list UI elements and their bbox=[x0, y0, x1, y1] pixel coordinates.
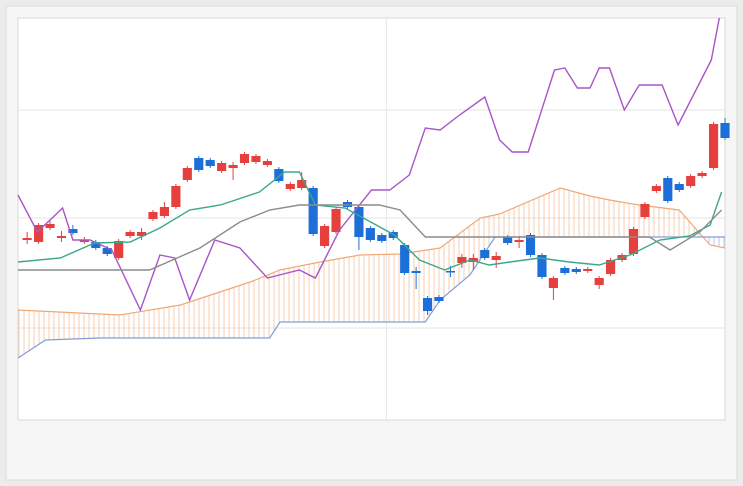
candle-body bbox=[663, 178, 673, 201]
candle-body bbox=[194, 158, 204, 170]
indicator-line bbox=[17, 171, 723, 271]
candle-body bbox=[228, 165, 238, 168]
candle-body bbox=[354, 207, 364, 237]
candle-body bbox=[548, 278, 558, 288]
candle-body bbox=[102, 248, 112, 254]
candle-body bbox=[159, 207, 170, 216]
candle-body bbox=[34, 225, 44, 242]
candle-body bbox=[468, 258, 478, 262]
candle-body bbox=[45, 224, 55, 228]
candle-body bbox=[686, 176, 696, 186]
candle-body bbox=[365, 228, 375, 240]
candle-body bbox=[262, 161, 272, 165]
plot-area bbox=[17, 17, 726, 421]
candle-body bbox=[136, 232, 147, 236]
candle-body bbox=[434, 297, 444, 301]
candle-body bbox=[285, 184, 295, 189]
candle-body bbox=[571, 269, 581, 272]
candle-body bbox=[171, 186, 181, 207]
candle-body bbox=[251, 156, 261, 162]
candle-body bbox=[606, 260, 616, 274]
candle-body bbox=[480, 250, 490, 258]
candle-body bbox=[274, 169, 284, 181]
candle-body bbox=[411, 271, 421, 273]
candle-body bbox=[537, 255, 547, 277]
candle-body bbox=[308, 188, 318, 234]
candle-body bbox=[560, 268, 570, 273]
candle-body bbox=[239, 154, 250, 163]
candle-body bbox=[628, 229, 639, 254]
candle-body bbox=[297, 180, 307, 188]
candle-body bbox=[377, 235, 387, 241]
candle-body bbox=[514, 240, 524, 242]
candle-body bbox=[331, 209, 341, 232]
candle-body bbox=[422, 298, 433, 311]
candle-body bbox=[640, 204, 650, 217]
candle-body bbox=[79, 240, 89, 242]
candle-body bbox=[720, 123, 730, 138]
candle-body bbox=[125, 232, 135, 236]
candle-body bbox=[56, 236, 67, 238]
candle-body bbox=[148, 212, 158, 219]
indicator-line bbox=[18, 204, 723, 271]
candle-body bbox=[22, 238, 32, 240]
candle-body bbox=[445, 271, 456, 273]
candle-body bbox=[457, 257, 467, 263]
candle-body bbox=[583, 269, 593, 271]
candle-body bbox=[68, 229, 78, 233]
candle-body bbox=[91, 242, 101, 248]
candle-body bbox=[697, 173, 707, 176]
candle-body bbox=[594, 278, 604, 285]
candle-body bbox=[320, 226, 330, 246]
candle-body bbox=[400, 245, 410, 273]
candle-body bbox=[525, 235, 536, 255]
plot-layer bbox=[17, 17, 730, 420]
indicator-line bbox=[17, 17, 720, 312]
candle-body bbox=[217, 163, 227, 171]
candle-body bbox=[503, 237, 513, 243]
candle-body bbox=[491, 256, 501, 260]
candle-body bbox=[708, 124, 719, 168]
candle-body bbox=[674, 184, 684, 190]
candle-body bbox=[651, 186, 661, 191]
candle-body bbox=[205, 160, 215, 166]
candle-body bbox=[182, 168, 192, 180]
candle-body bbox=[114, 241, 124, 258]
